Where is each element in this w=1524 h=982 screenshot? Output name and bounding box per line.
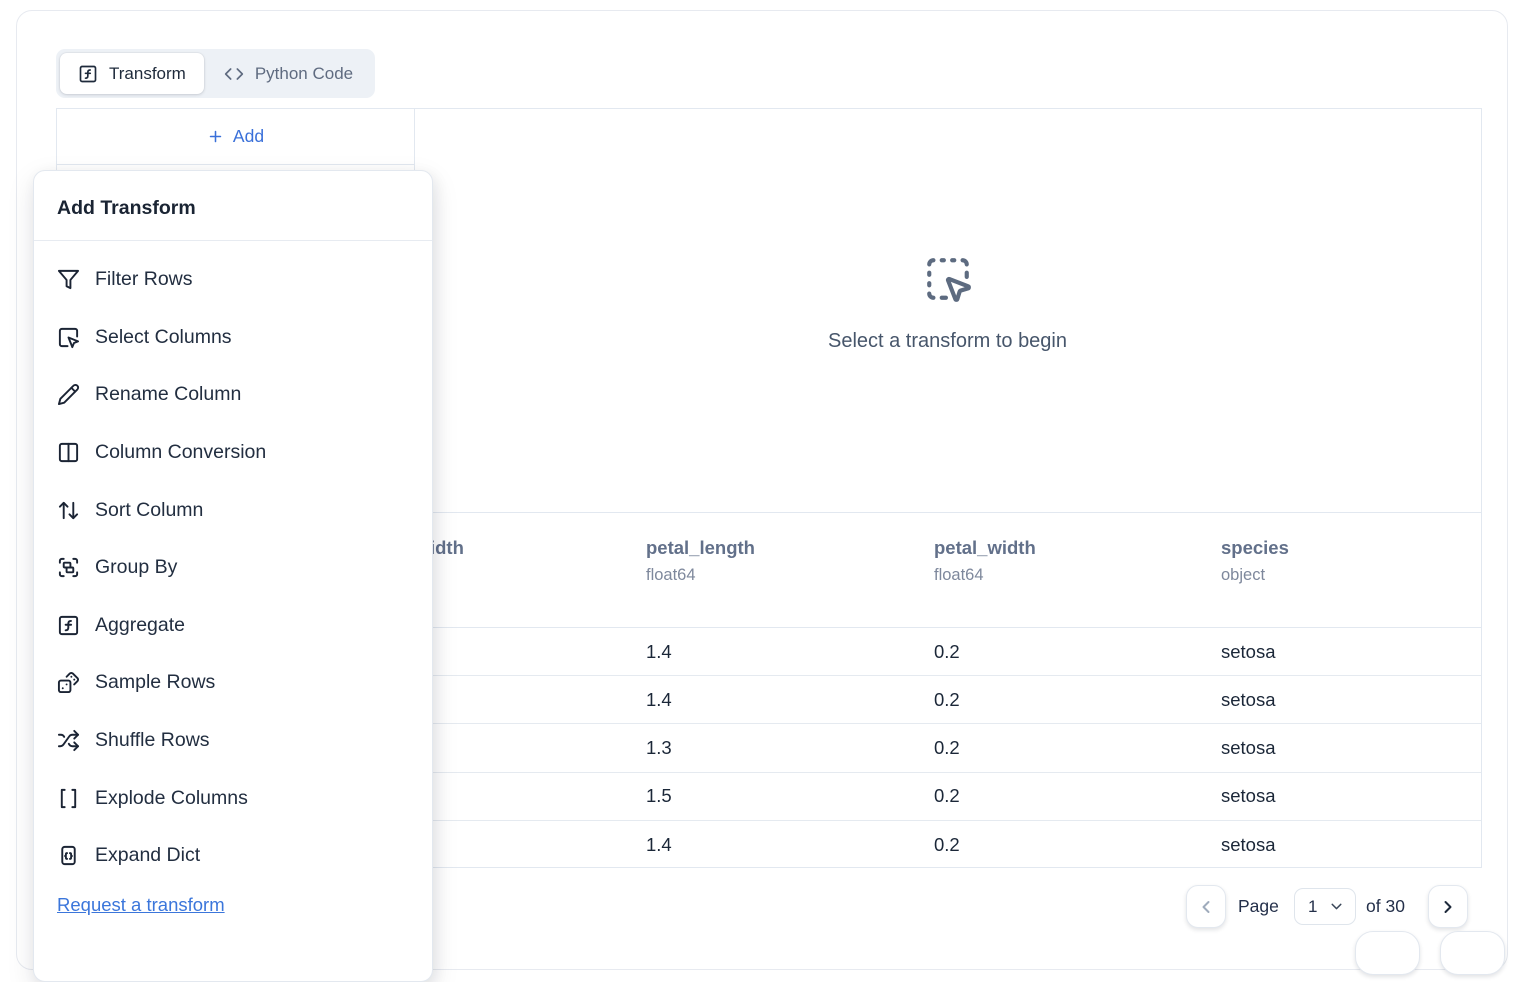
columns-icon [58,442,79,463]
add-button-label: Add [232,126,265,146]
table-cell: 1.5 [646,785,672,807]
page-label: Page [1238,896,1279,916]
tab-transform-label: Transform [109,63,186,83]
table-cell: setosa [1221,833,1276,855]
function-square-icon [58,615,79,635]
filter-icon [57,270,80,290]
column-header: petal_width float64 [934,537,1036,584]
square-mouse-pointer-icon [58,327,80,348]
chevron-left-icon [1202,900,1210,913]
table-cell: setosa [1221,736,1276,758]
dices-icon [57,672,80,694]
menu-item-rename-column[interactable]: Rename Column [34,366,432,424]
group-icon [58,558,79,578]
menu-item-group-by[interactable]: Group By [34,539,432,597]
menu-item-expand-dict[interactable]: Expand Dict [34,827,432,885]
table-cell: 1.4 [646,688,672,710]
plus-icon [209,130,222,143]
view-tabbar: Transform Python Code [56,49,376,98]
table-row: 1.4 0.2 setosa [57,676,1481,725]
menu-list: Filter Rows Select Columns Rename Column… [34,241,432,916]
request-transform-link[interactable]: Request a transform [57,893,225,915]
file-braces-icon [61,846,76,866]
menu-item-select-columns[interactable]: Select Columns [34,309,432,367]
empty-state: Select a transform to begin [414,254,1481,353]
chevron-right-icon [1444,900,1452,913]
menu-item-shuffle-rows[interactable]: Shuffle Rows [34,712,432,770]
page-select[interactable]: 1 [1294,888,1356,925]
table-cell: 1.3 [646,736,672,758]
table-row: 1.4 0.2 setosa [57,628,1481,677]
menu-title: Add Transform [57,197,196,219]
square-dashed-mouse-pointer-icon [926,258,971,302]
add-transform-button[interactable]: Add [207,126,264,147]
add-transform-row: Add [57,109,414,165]
tab-python-code-label: Python Code [254,63,354,83]
shuffle-icon [57,730,80,752]
empty-state-message: Select a transform to begin [827,330,1067,352]
table-cell: 0.2 [934,785,960,807]
pencil-icon [57,384,80,406]
table-cell: setosa [1221,640,1276,662]
function-square-icon [79,65,97,82]
table-row: 1.5 0.2 setosa [57,773,1481,821]
tab-transform[interactable]: Transform [60,53,204,94]
table-cell: 1.4 [646,833,672,855]
menu-item-explode-columns[interactable]: Explode Columns [34,769,432,827]
menu-item-column-conversion[interactable]: Column Conversion [34,424,432,482]
prev-page-button[interactable] [1186,885,1226,928]
page-select-value: 1 [1308,896,1318,916]
table-cell: setosa [1221,688,1276,710]
code-icon [224,67,243,80]
column-header: petal_length float64 [646,537,755,584]
table-cell: 0.2 [934,640,960,662]
next-page-button[interactable] [1428,885,1468,928]
menu-item-sort-column[interactable]: Sort Column [34,481,432,539]
column-header: species object [1221,537,1289,584]
menu-item-filter-rows[interactable]: Filter Rows [34,251,432,309]
page-count-label: of 30 [1366,896,1405,916]
table-cell: 0.2 [934,688,960,710]
add-transform-menu: Add Transform Filter Rows Select Columns… [33,170,433,982]
table-row: 1.4 0.2 setosa [57,821,1481,869]
table-cell: 1.4 [646,640,672,662]
arrow-up-down-icon [58,501,79,519]
table-row: 1.3 0.2 setosa [57,724,1481,773]
menu-item-sample-rows[interactable]: Sample Rows [34,654,432,712]
brackets-icon [60,788,77,808]
table-cell: 0.2 [934,736,960,758]
menu-divider [34,240,432,241]
tab-python-code[interactable]: Python Code [206,53,371,94]
table-cell: 0.2 [934,833,960,855]
chevron-down-icon [1331,903,1342,910]
menu-item-aggregate[interactable]: Aggregate [34,597,432,655]
dataframe-table: sepal_width float64 petal_length float64… [57,512,1481,869]
table-cell: setosa [1221,785,1276,807]
